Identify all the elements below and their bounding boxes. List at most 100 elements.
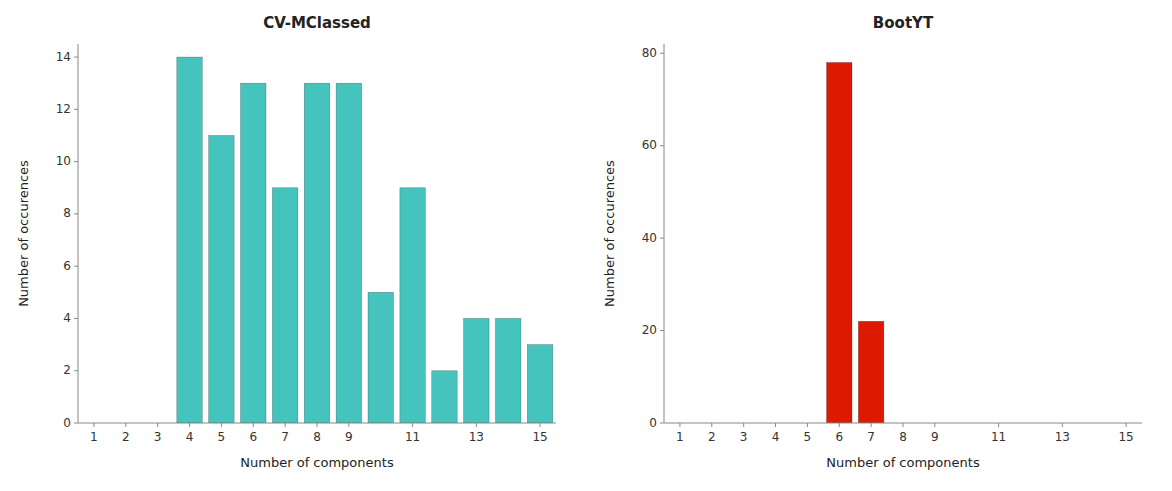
y-tick	[74, 318, 78, 319]
x-tick-label: 13	[1055, 430, 1070, 444]
x-tick	[540, 423, 541, 427]
y-axis-title: Number of occurences	[16, 160, 31, 307]
chart-title: CV-MClassed	[263, 14, 371, 32]
bar	[241, 83, 266, 423]
x-tick-label: 4	[186, 430, 194, 444]
x-tick-label: 9	[931, 430, 939, 444]
x-tick	[221, 423, 222, 427]
y-tick-label: 60	[642, 138, 657, 152]
x-tick	[1062, 423, 1063, 427]
x-tick	[157, 423, 158, 427]
x-tick	[476, 423, 477, 427]
x-tick-label: 1	[90, 430, 98, 444]
x-tick	[1126, 423, 1127, 427]
y-tick-label: 2	[63, 363, 71, 377]
y-tick-label: 0	[63, 416, 71, 430]
x-tick-label: 1	[676, 430, 684, 444]
x-tick-label: 11	[991, 430, 1006, 444]
x-tick-label: 5	[804, 430, 812, 444]
x-tick	[285, 423, 286, 427]
bars	[827, 62, 884, 423]
x-tick	[839, 423, 840, 427]
x-tick-label: 2	[122, 430, 130, 444]
x-axis-title: Number of components	[240, 455, 394, 470]
y-tick	[74, 109, 78, 110]
y-tick	[660, 145, 664, 146]
y-axis-title: Number of occurences	[602, 160, 617, 307]
y-axis-line	[78, 44, 79, 423]
chart-title: BootYT	[873, 14, 934, 32]
y-tick-label: 80	[642, 46, 657, 60]
y-tick-label: 14	[56, 50, 71, 64]
x-tick-label: 11	[405, 430, 420, 444]
x-tick	[711, 423, 712, 427]
bar	[400, 188, 425, 423]
y-tick-label: 20	[642, 323, 657, 337]
y-tick	[660, 238, 664, 239]
x-tick	[412, 423, 413, 427]
x-tick	[775, 423, 776, 427]
x-tick	[998, 423, 999, 427]
bar	[827, 62, 852, 423]
y-tick	[74, 57, 78, 58]
x-tick-label: 6	[249, 430, 257, 444]
bar	[336, 83, 361, 423]
y-tick	[74, 370, 78, 371]
x-tick	[93, 423, 94, 427]
x-tick-label: 3	[154, 430, 162, 444]
bar	[209, 135, 234, 423]
x-tick-label: 2	[708, 430, 716, 444]
y-tick-label: 0	[649, 416, 657, 430]
x-tick-label: 7	[867, 430, 875, 444]
bar	[464, 318, 489, 423]
y-tick	[74, 423, 78, 424]
x-tick-label: 6	[835, 430, 843, 444]
x-tick	[903, 423, 904, 427]
y-tick	[74, 266, 78, 267]
y-tick	[74, 213, 78, 214]
panel: 02468101214123456789111315CV-MClassedNum…	[16, 14, 556, 470]
chart-canvas: 02468101214123456789111315CV-MClassedNum…	[0, 0, 1172, 491]
y-tick-label: 12	[56, 102, 71, 116]
x-axis-title: Number of components	[826, 455, 980, 470]
x-tick-label: 8	[899, 430, 907, 444]
bar	[432, 371, 457, 423]
x-tick-label: 7	[281, 430, 289, 444]
bars	[177, 57, 553, 423]
x-tick-label: 4	[772, 430, 780, 444]
y-tick	[74, 161, 78, 162]
y-tick	[660, 423, 664, 424]
x-tick	[679, 423, 680, 427]
x-tick-label: 9	[345, 430, 353, 444]
x-tick	[189, 423, 190, 427]
x-tick	[807, 423, 808, 427]
x-tick-label: 15	[1118, 430, 1133, 444]
x-tick-label: 5	[218, 430, 226, 444]
x-tick	[317, 423, 318, 427]
y-tick	[660, 330, 664, 331]
y-axis-line	[664, 44, 665, 423]
bar	[527, 345, 552, 423]
bar	[272, 188, 297, 423]
x-tick-label: 3	[740, 430, 748, 444]
y-tick-label: 10	[56, 154, 71, 168]
y-tick-label: 4	[63, 311, 71, 325]
bar	[858, 321, 883, 423]
bar	[177, 57, 202, 423]
panel: 0 20 40 60 80 1 2 3 4 5 6 7 8 9 11 13 15 BootYT Number of …	[602, 14, 1142, 470]
x-tick	[934, 423, 935, 427]
x-tick	[125, 423, 126, 427]
x-tick	[253, 423, 254, 427]
x-tick	[348, 423, 349, 427]
bar	[368, 292, 393, 423]
x-tick	[871, 423, 872, 427]
bar	[495, 318, 520, 423]
y-tick	[660, 53, 664, 54]
x-tick	[743, 423, 744, 427]
y-tick-label: 40	[642, 231, 657, 245]
y-tick-label: 6	[63, 259, 71, 273]
bar	[304, 83, 329, 423]
x-tick-label: 15	[532, 430, 547, 444]
y-tick-label: 8	[63, 206, 71, 220]
x-tick-label: 8	[313, 430, 321, 444]
